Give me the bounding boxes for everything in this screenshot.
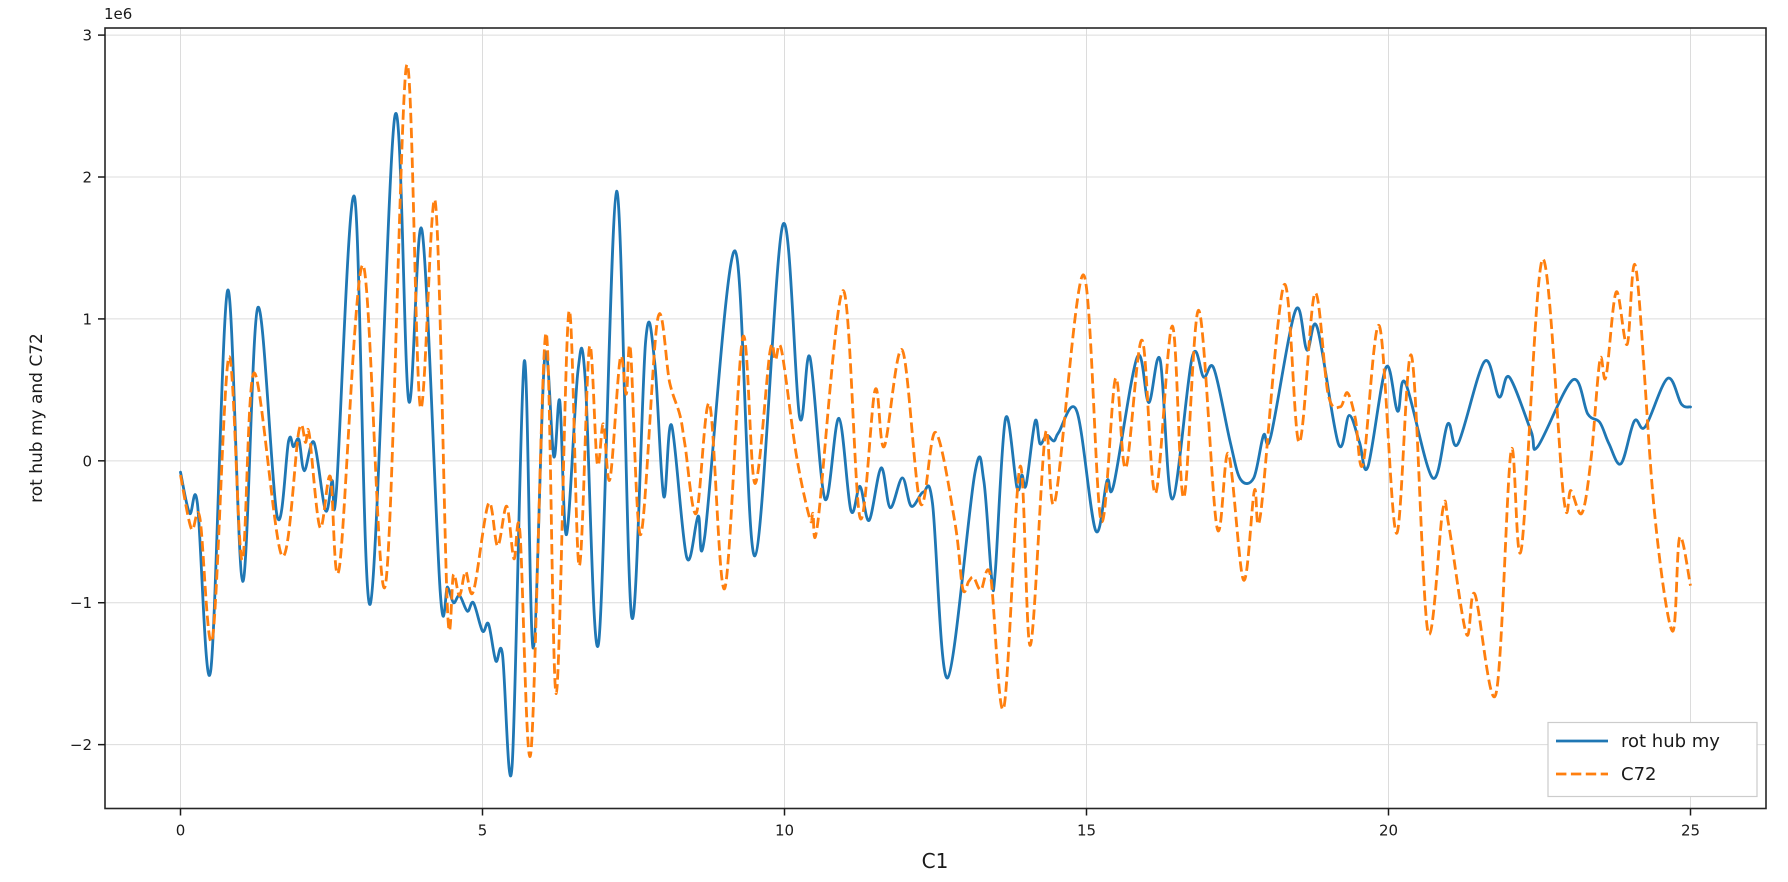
- x-tick-label: 20: [1379, 822, 1398, 840]
- y-tick-label: 0: [82, 452, 92, 470]
- x-axis-label: C1: [922, 849, 949, 873]
- tick-labels: 0 5 10 15 20 25 −2 −1 0 1 2 3: [70, 27, 1700, 840]
- grid: [105, 28, 1766, 809]
- y-tick-label: 2: [82, 169, 92, 187]
- x-tick-label: 0: [176, 822, 186, 840]
- axes-spines: [104, 27, 1767, 810]
- y-axis-label: rot hub my and C72: [27, 333, 47, 503]
- legend-label-rot-hub-my: rot hub my: [1621, 731, 1720, 752]
- series-c72: [179, 63, 1692, 758]
- ticks: [98, 34, 1692, 816]
- series-lines: [179, 63, 1692, 778]
- y-axis-offset-text: 1e6: [104, 5, 132, 23]
- x-tick-label: 25: [1681, 822, 1700, 840]
- y-tick-label: −1: [70, 594, 92, 612]
- legend: rot hub my C72: [1547, 721, 1758, 798]
- y-tick-label: 1: [82, 310, 92, 328]
- series-rot-hub-my: [179, 111, 1692, 778]
- legend-label-c72: C72: [1621, 764, 1656, 785]
- x-tick-label: 5: [478, 822, 488, 840]
- y-tick-label: −2: [70, 736, 92, 754]
- legend-box: [1547, 721, 1758, 798]
- x-tick-label: 10: [775, 822, 794, 840]
- x-tick-label: 15: [1077, 822, 1096, 840]
- y-tick-label: 3: [82, 27, 92, 45]
